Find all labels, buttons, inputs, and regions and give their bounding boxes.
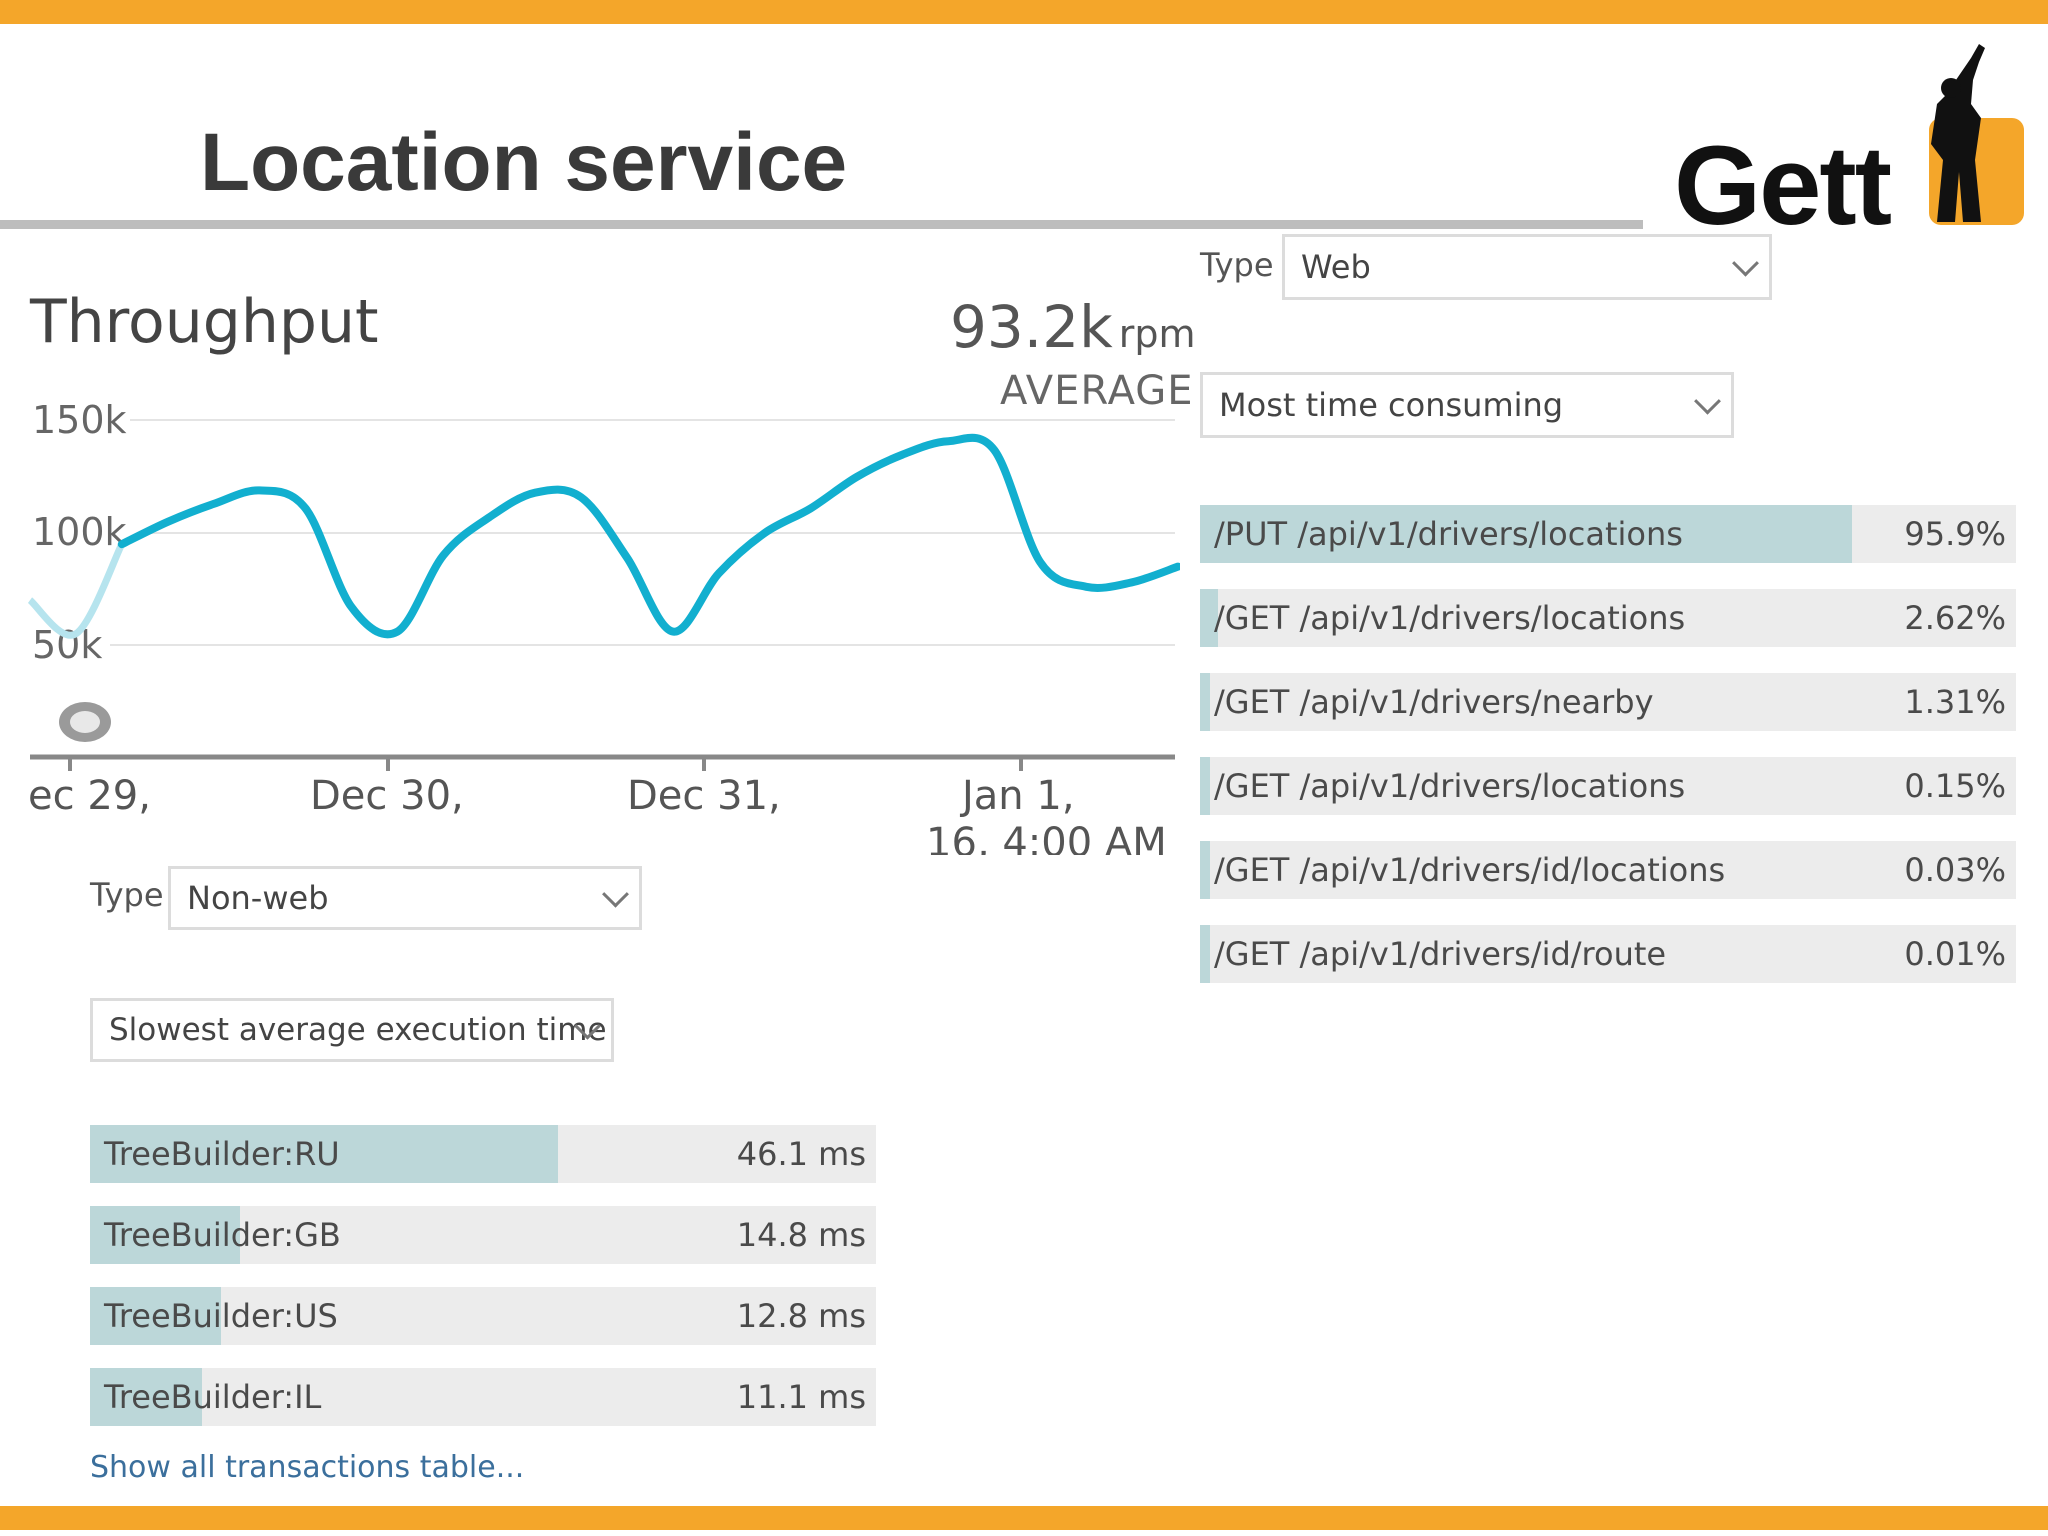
web-row[interactable]: /GET /api/v1/drivers/nearby 1.31%	[1200, 673, 2016, 731]
web-row-name: /GET /api/v1/drivers/locations	[1214, 767, 1686, 805]
chart-gridlines	[110, 419, 1175, 646]
chevron-down-icon	[1694, 387, 1721, 415]
nonweb-row-fill	[90, 1287, 221, 1345]
gett-logo: Gett	[1674, 40, 2024, 242]
web-row-fill	[1200, 925, 1210, 983]
web-type-label: Type	[1200, 246, 1274, 284]
bottom-accent-bar	[0, 1506, 2048, 1530]
throughput-line-preview	[27, 542, 125, 639]
web-row-value: 0.01%	[1904, 935, 2006, 973]
nonweb-row[interactable]: TreeBuilder:IL 11.1 ms	[90, 1368, 876, 1426]
web-row-value: 2.62%	[1904, 599, 2006, 637]
top-accent-bar	[0, 0, 2048, 24]
nonweb-sort-select[interactable]: Slowest average execution time	[90, 998, 614, 1062]
chevron-down-icon	[1732, 249, 1759, 277]
y-tick-150k: 150k	[32, 398, 127, 442]
x-tick-dec30: Dec 30,	[310, 773, 464, 819]
web-row-name: /GET /api/v1/drivers/nearby	[1214, 683, 1654, 721]
nonweb-row-value: 46.1 ms	[736, 1135, 866, 1173]
nonweb-row-name: TreeBuilder:US	[104, 1297, 338, 1335]
throughput-average-label: AVERAGE	[1000, 368, 1194, 414]
web-sort-select[interactable]: Most time consuming	[1200, 372, 1734, 438]
web-row-name: /GET /api/v1/drivers/locations	[1214, 599, 1686, 637]
nonweb-row[interactable]: TreeBuilder:US 12.8 ms	[90, 1287, 876, 1345]
nonweb-row-value: 14.8 ms	[736, 1216, 866, 1254]
web-row-value: 0.15%	[1904, 767, 2006, 805]
show-all-transactions-link[interactable]: Show all transactions table...	[90, 1450, 525, 1485]
web-sort-value: Most time consuming	[1219, 386, 1564, 424]
web-type-select[interactable]: Web	[1282, 234, 1772, 300]
nonweb-row-fill	[90, 1206, 240, 1264]
web-type-value: Web	[1301, 248, 1371, 286]
web-row[interactable]: /GET /api/v1/drivers/id/route 0.01%	[1200, 925, 2016, 983]
slide-title: Location service	[200, 117, 848, 208]
throughput-line	[117, 433, 1180, 639]
web-row[interactable]: /PUT /api/v1/drivers/locations 95.9%	[1200, 505, 2016, 563]
throughput-chart: 150k 100k 50k ec 29, Dec 30, Dec 31, Jan…	[27, 398, 1180, 855]
web-row-fill	[1200, 673, 1210, 731]
web-row[interactable]: /GET /api/v1/drivers/locations 2.62%	[1200, 589, 2016, 647]
nonweb-row-fill	[90, 1125, 558, 1183]
nonweb-row-name: TreeBuilder:RU	[104, 1135, 340, 1173]
web-row-fill	[1200, 757, 1210, 815]
nonweb-row-name: TreeBuilder:IL	[104, 1378, 322, 1416]
x-tick-jan1: Jan 1,	[959, 773, 1075, 819]
title-divider	[0, 220, 1643, 229]
y-tick-100k: 100k	[32, 510, 127, 554]
web-row-name: /PUT /api/v1/drivers/locations	[1214, 515, 1683, 553]
nonweb-row[interactable]: TreeBuilder:GB 14.8 ms	[90, 1206, 876, 1264]
throughput-unit: rpm	[1118, 312, 1196, 356]
nonweb-type-select[interactable]: Non-web	[168, 866, 642, 930]
web-row-name: /GET /api/v1/drivers/id/locations	[1214, 851, 1726, 889]
logo-figure-icon	[1929, 44, 2024, 225]
web-row-fill	[1200, 505, 1853, 563]
web-row[interactable]: /GET /api/v1/drivers/id/locations 0.03%	[1200, 841, 2016, 899]
y-tick-50k: 50k	[32, 623, 102, 667]
web-row-value: 95.9%	[1904, 515, 2006, 553]
x-tick-dec31: Dec 31,	[627, 773, 781, 819]
nonweb-row[interactable]: TreeBuilder:RU 46.1 ms	[90, 1125, 876, 1183]
throughput-average-value: 93.2k rpm	[950, 298, 1196, 356]
nonweb-row-fill	[90, 1368, 203, 1426]
chevron-down-icon	[602, 880, 629, 908]
throughput-value-number: 93.2k	[950, 293, 1113, 361]
nonweb-row-value: 12.8 ms	[736, 1297, 866, 1335]
x-axis-ticks	[68, 757, 1023, 771]
web-row-name: /GET /api/v1/drivers/id/route	[1214, 935, 1667, 973]
web-row[interactable]: /GET /api/v1/drivers/locations 0.15%	[1200, 757, 2016, 815]
nonweb-row-value: 11.1 ms	[736, 1378, 866, 1416]
logo-wordmark: Gett	[1674, 123, 1892, 248]
web-row-fill	[1200, 841, 1210, 899]
web-row-value: 1.31%	[1904, 683, 2006, 721]
throughput-title: Throughput	[30, 287, 379, 357]
x-tick-dec29: ec 29,	[28, 773, 151, 819]
nonweb-type-label: Type	[90, 876, 164, 914]
chart-scrubber-handle[interactable]	[59, 702, 111, 742]
web-row-fill	[1200, 589, 1218, 647]
web-row-value: 0.03%	[1904, 851, 2006, 889]
nonweb-row-name: TreeBuilder:GB	[104, 1216, 341, 1254]
x-tick-sub-label: 16, 4:00 AM	[926, 820, 1167, 855]
nonweb-sort-value: Slowest average execution time	[109, 1012, 607, 1048]
nonweb-type-value: Non-web	[187, 879, 329, 917]
throughput-series	[27, 433, 1180, 639]
